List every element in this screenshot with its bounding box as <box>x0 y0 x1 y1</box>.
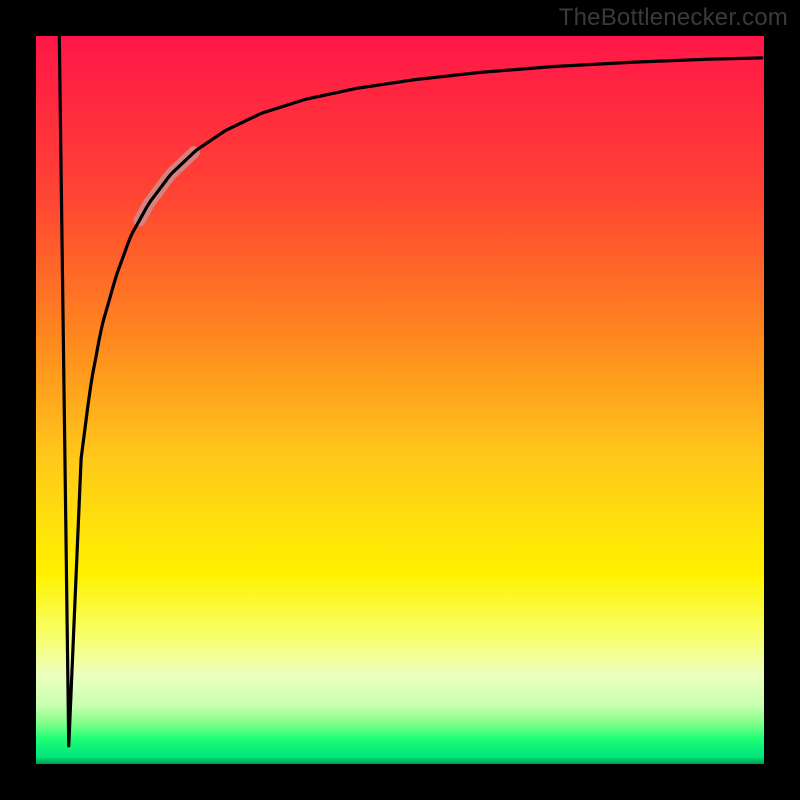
watermark-text: TheBottlenecker.com <box>559 4 788 32</box>
plot-svg <box>36 36 764 764</box>
gradient-background <box>36 36 764 764</box>
plot-area <box>36 36 764 764</box>
